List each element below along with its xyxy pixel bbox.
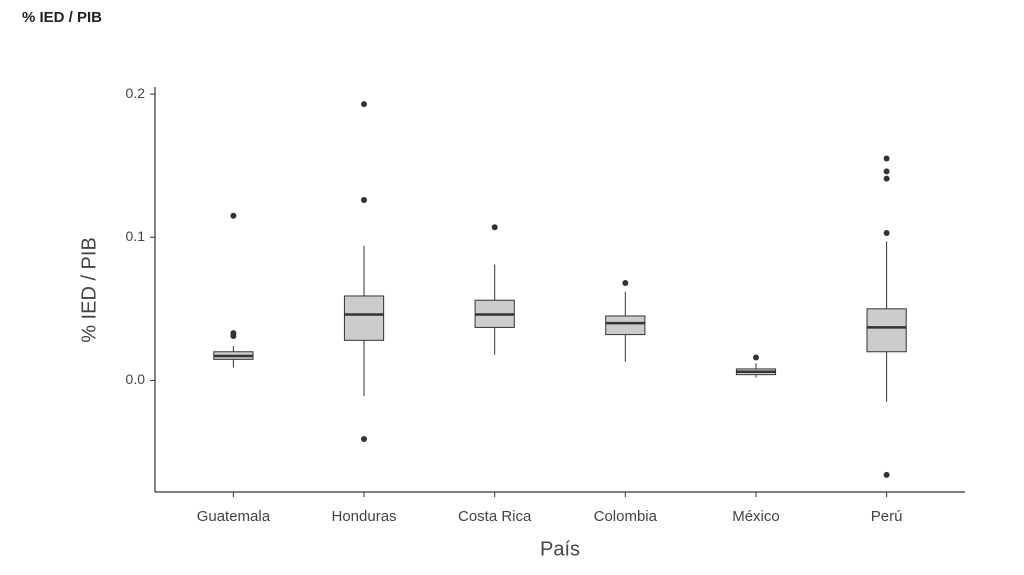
x-tick-label: Perú: [871, 508, 903, 525]
box: [605, 315, 646, 336]
y-tick-label: 0.0: [126, 371, 146, 387]
box: [866, 308, 907, 353]
outlier: [230, 333, 237, 340]
x-tick-label: Costa Rica: [458, 508, 532, 525]
outlier: [361, 101, 368, 108]
y-tick-label: 0.2: [126, 85, 146, 101]
box: [343, 295, 385, 341]
outlier: [883, 175, 890, 182]
outlier: [883, 155, 890, 162]
outlier: [883, 471, 890, 478]
outlier: [230, 212, 237, 219]
x-tick-label: Colombia: [594, 508, 658, 525]
x-tick-label: Guatemala: [197, 508, 271, 525]
outlier: [883, 229, 890, 236]
outlier: [491, 224, 498, 231]
x-tick-label: Honduras: [332, 508, 397, 525]
outlier: [752, 354, 759, 361]
outlier: [883, 168, 890, 175]
y-axis-label: % IED / PIB: [78, 237, 100, 343]
outlier: [361, 436, 368, 443]
x-axis-label: País: [540, 538, 580, 560]
x-tick-label: México: [732, 508, 780, 525]
outlier: [622, 280, 629, 287]
outlier: [361, 197, 368, 204]
y-tick-label: 0.1: [126, 228, 146, 244]
chart-title: % IED / PIB: [22, 9, 102, 26]
